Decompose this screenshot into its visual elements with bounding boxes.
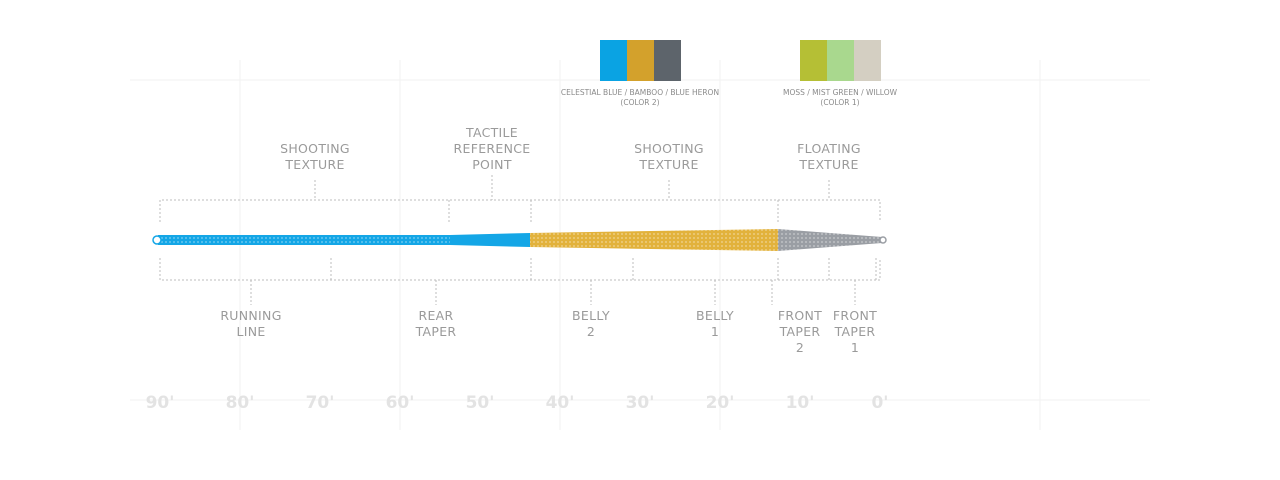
color-swatch [854,40,881,81]
brackets [159,175,881,305]
bottom-label: BELLY 1 [696,308,734,339]
top-label: SHOOTING TEXTURE [634,141,704,172]
color-swatch [827,40,854,81]
distance-tick: 10' [785,393,815,413]
top-label: TACTILE REFERENCE POINT [453,125,531,172]
bottom-label: FRONT TAPER 1 [832,308,878,355]
rear-loop [152,235,162,245]
distance-tick: 40' [545,393,575,413]
front-loop [879,236,887,244]
distance-tick: 70' [305,393,335,413]
top-label: FLOATING TEXTURE [797,141,861,172]
swatch-label: CELESTIAL BLUE / BAMBOO / BLUE HERON (CO… [560,88,720,107]
distance-tick: 80' [225,393,255,413]
top-label: SHOOTING TEXTURE [280,141,350,172]
bottom-label: REAR TAPER [415,308,457,339]
distance-tick: 50' [465,393,495,413]
distance-tick: 20' [705,393,735,413]
distance-tick: 60' [385,393,415,413]
color-swatch [600,40,627,81]
bottom-label: BELLY 2 [572,308,610,339]
color-swatch [654,40,681,81]
color-swatch [627,40,654,81]
color-swatch [800,40,827,81]
bottom-label: RUNNING LINE [220,308,282,339]
distance-tick: 90' [145,393,175,413]
bottom-label: FRONT TAPER 2 [777,308,823,355]
distance-tick: 30' [625,393,655,413]
fly-line [152,229,887,251]
distance-tick: 0' [871,393,889,413]
swatch-label: MOSS / MIST GREEN / WILLOW (COLOR 1) [782,88,898,107]
